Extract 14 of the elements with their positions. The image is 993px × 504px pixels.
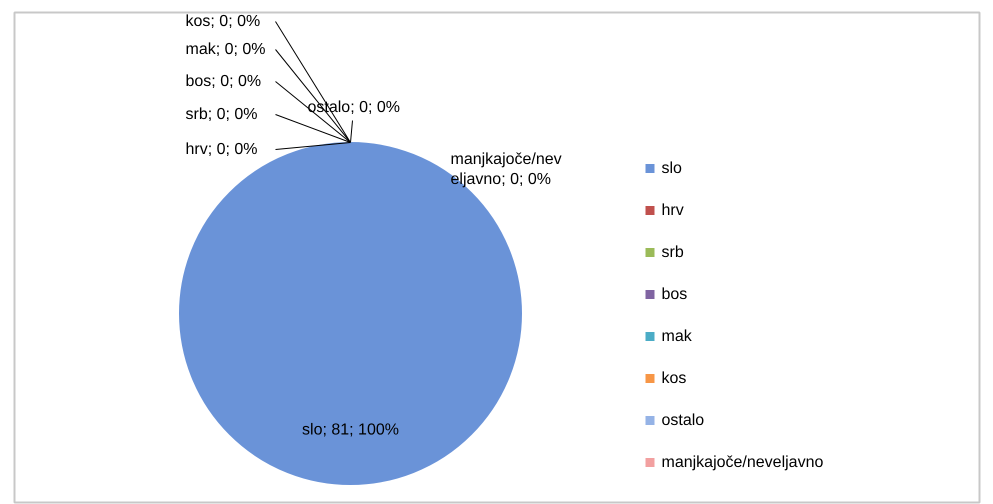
legend-label: mak (662, 328, 693, 345)
data-label: slo; 81; 100% (302, 421, 399, 438)
text: mak; 0; 0% (186, 41, 266, 58)
text: srb; 0; 0% (186, 106, 258, 123)
legend-label: slo (662, 160, 682, 177)
text: kos; 0; 0% (186, 13, 260, 30)
legend-label: manjkajoče/neveljavno (662, 454, 824, 471)
legend-label: bos (662, 286, 688, 303)
text: bos; 0; 0% (186, 73, 262, 90)
legend-label: ostalo (662, 412, 704, 429)
legend-label: hrv (662, 202, 684, 219)
text: hrv; 0; 0% (186, 141, 258, 158)
legend-label: srb (662, 244, 684, 261)
legend-label: kos (662, 370, 686, 387)
